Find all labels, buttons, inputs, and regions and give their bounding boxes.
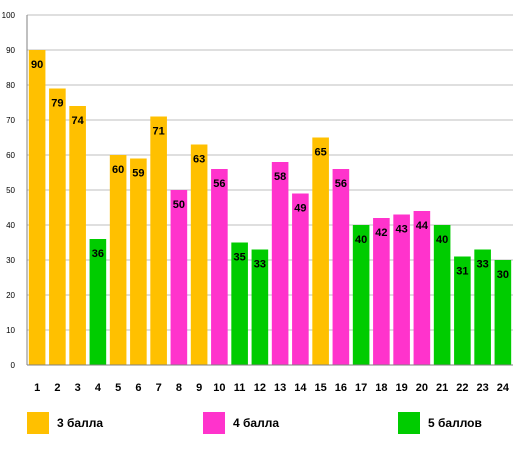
bar — [332, 169, 350, 365]
y-tick-label: 100 — [2, 11, 16, 20]
x-tick-label: 21 — [436, 382, 448, 394]
bar — [454, 256, 471, 365]
x-tick-label: 4 — [95, 382, 102, 394]
x-tick-label: 24 — [497, 382, 510, 394]
bar — [231, 242, 248, 365]
bar — [211, 169, 228, 365]
legend-swatch — [398, 412, 420, 434]
y-tick-label: 70 — [6, 116, 15, 125]
x-tick-label: 16 — [335, 382, 347, 394]
bar — [352, 225, 370, 365]
y-tick-label: 50 — [6, 186, 15, 195]
data-label: 58 — [274, 171, 286, 183]
bar — [28, 50, 46, 365]
data-label: 65 — [315, 147, 327, 159]
data-label: 74 — [72, 115, 85, 127]
data-label: 44 — [416, 220, 429, 232]
data-label: 49 — [294, 203, 306, 215]
bar — [373, 218, 390, 365]
bar — [474, 249, 491, 365]
data-label: 60 — [112, 164, 124, 176]
y-axis: 0 10 20 30 40 50 60 70 80 90 100 — [2, 11, 28, 370]
x-tick-label: 18 — [375, 382, 387, 394]
bar — [130, 158, 147, 365]
bar — [69, 106, 86, 365]
bar — [271, 162, 289, 365]
data-label: 42 — [375, 227, 387, 239]
bar — [433, 225, 451, 365]
legend-label: 4 балла — [233, 416, 280, 430]
y-tick-label: 60 — [6, 151, 15, 160]
data-label: 56 — [335, 178, 347, 190]
data-label: 63 — [193, 154, 205, 166]
x-tick-label: 8 — [176, 382, 182, 394]
y-tick-label: 40 — [6, 221, 15, 230]
x-tick-label: 6 — [135, 382, 141, 394]
data-label: 40 — [436, 234, 448, 246]
x-tick-label: 15 — [315, 382, 327, 394]
x-tick-label: 10 — [213, 382, 225, 394]
x-tick-label: 22 — [456, 382, 468, 394]
x-tick-label: 5 — [115, 382, 121, 394]
data-label: 33 — [477, 259, 489, 271]
bar — [251, 249, 269, 365]
y-tick-label: 80 — [6, 81, 15, 90]
data-label: 43 — [396, 224, 408, 236]
x-tick-label: 19 — [396, 382, 408, 394]
data-label: 31 — [456, 266, 468, 278]
data-label: 40 — [355, 234, 367, 246]
legend-label: 5 баллов — [428, 416, 482, 430]
bar — [89, 239, 107, 365]
data-label: 56 — [213, 178, 225, 190]
data-label: 36 — [92, 248, 104, 260]
bar — [393, 214, 410, 365]
bar — [312, 137, 329, 365]
x-tick-label: 7 — [156, 382, 162, 394]
y-tick-label: 20 — [6, 291, 15, 300]
bar — [190, 144, 208, 365]
x-tick-label: 2 — [54, 382, 60, 394]
data-label: 71 — [153, 126, 165, 138]
x-axis: 1 2 3 4 5 6 7 8 9 10 11 12 13 14 15 16 17 18 19 20 21 22 23 24 — [27, 364, 513, 394]
bar — [292, 193, 309, 365]
data-label: 59 — [132, 168, 144, 180]
data-label: 30 — [497, 269, 509, 281]
bar — [494, 260, 512, 365]
legend-item-5-ballov: 5 баллов — [398, 412, 482, 434]
x-tick-label: 23 — [477, 382, 489, 394]
legend-swatch — [203, 412, 225, 434]
x-tick-label: 14 — [294, 382, 307, 394]
legend-swatch — [27, 412, 49, 434]
data-label: 33 — [254, 259, 266, 271]
bar — [109, 155, 127, 365]
x-tick-label: 13 — [274, 382, 286, 394]
x-tick-label: 1 — [34, 382, 40, 394]
legend-label: 3 балла — [57, 416, 104, 430]
bar — [49, 88, 66, 365]
x-tick-label: 17 — [355, 382, 367, 394]
data-label: 35 — [234, 252, 246, 264]
bars: 90 79 74 36 60 59 71 50 63 56 35 33 58 49 65 56 40 42 43 44… — [28, 50, 512, 365]
x-tick-label: 12 — [254, 382, 266, 394]
x-tick-label: 11 — [234, 382, 246, 394]
legend-item-3-balla: 3 балла — [27, 412, 103, 434]
data-label: 90 — [31, 59, 43, 71]
data-label: 79 — [51, 98, 63, 110]
y-tick-label: 90 — [6, 46, 15, 55]
x-tick-label: 20 — [416, 382, 428, 394]
x-tick-label: 9 — [196, 382, 202, 394]
y-tick-label: 0 — [11, 361, 16, 370]
data-label: 50 — [173, 199, 185, 211]
bar — [170, 190, 188, 365]
bar — [413, 211, 431, 365]
x-tick-label: 3 — [75, 382, 81, 394]
grid-lines — [27, 14, 513, 366]
bar — [150, 116, 167, 365]
y-tick-label: 30 — [6, 256, 15, 265]
legend-item-4-balla: 4 балла — [203, 412, 279, 434]
y-tick-label: 10 — [6, 326, 15, 335]
